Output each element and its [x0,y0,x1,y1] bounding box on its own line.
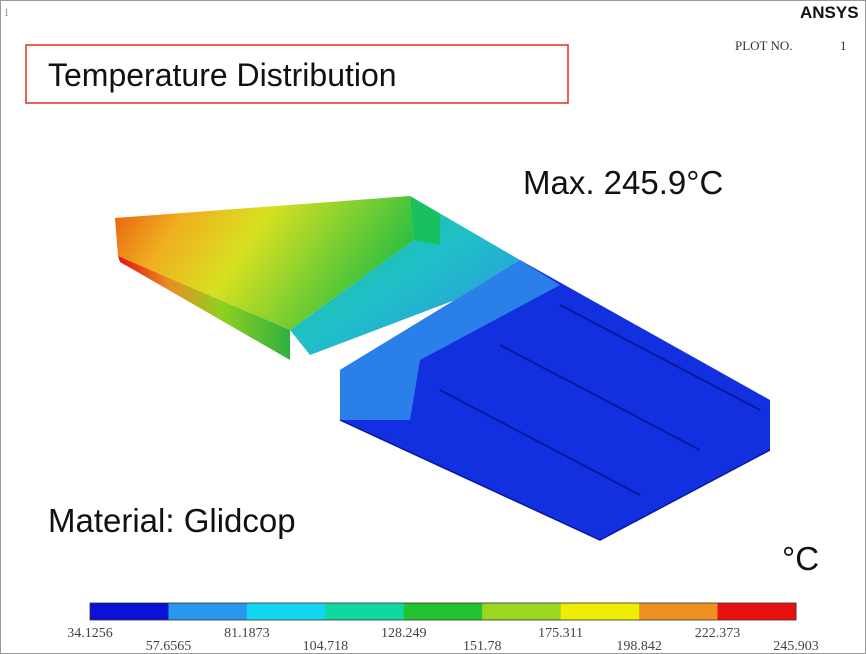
colorbar-label: 198.842 [616,639,662,654]
colorbar-segment [561,603,640,620]
colorbar-label: 222.373 [695,626,741,641]
colorbar-segment [718,603,797,620]
max-annotation: Max. 245.9°C [523,164,723,201]
colorbar-label: 57.6565 [146,639,192,654]
colorbar-segment [247,603,326,620]
colorbar-label: 104.718 [303,639,349,654]
colorbar-label: 175.311 [538,626,583,641]
screen: 1 ANSYS PLOT NO. 1 Temperature Distribut… [0,0,866,654]
colorbar-segment [404,603,483,620]
unit-annotation: °C [782,540,819,577]
logo: ANSYS [800,3,859,22]
colorbar-label: 34.1256 [67,626,113,641]
material-annotation: Material: Glidcop [48,502,296,539]
plot-number: 1 [840,38,847,53]
colorbar-segment [639,603,718,620]
page: 1 ANSYS PLOT NO. 1 Temperature Distribut… [0,0,866,654]
colorbar-segment [482,603,561,620]
corner-mark: 1 [4,8,9,19]
colorbar-label: 245.903 [773,639,819,654]
colorbar-label: 81.1873 [224,626,270,641]
colorbar-segment [168,603,247,620]
title: Temperature Distribution [48,57,397,93]
colorbar-segment [90,603,169,620]
plot-label: PLOT NO. [735,38,793,53]
colorbar-label: 128.249 [381,626,427,641]
colorbar-segment [325,603,404,620]
colorbar-label: 151.78 [463,639,502,654]
